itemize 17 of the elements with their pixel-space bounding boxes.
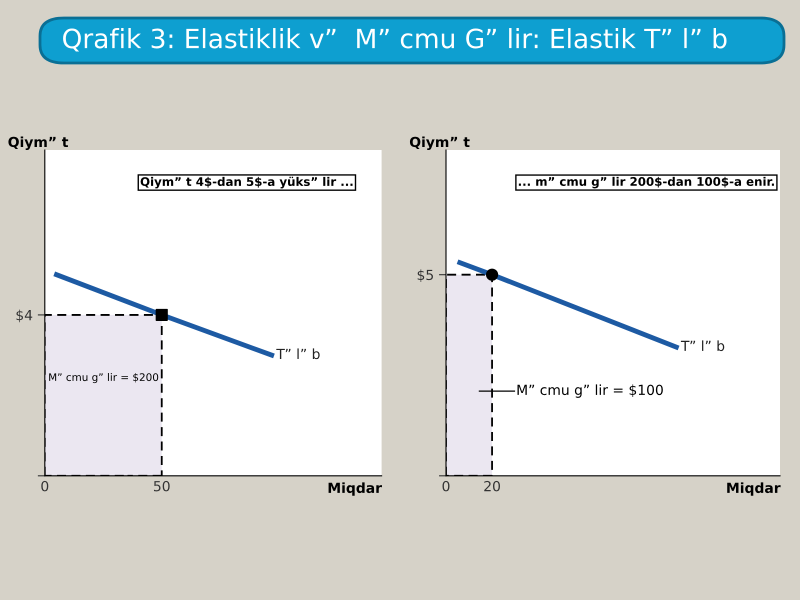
- x-tick-label: 0: [41, 480, 48, 492]
- y-axis-title: Qiym” t: [8, 136, 68, 150]
- annotation: ... m” cmu g” lir 200$-dan 100$-a enir.: [518, 176, 774, 188]
- annotation: M” cmu g” lir = $100: [518, 384, 663, 398]
- series-label: T” l” b: [276, 348, 320, 360]
- x-tick-label: 0: [442, 480, 450, 492]
- x-tick-label: 50: [154, 480, 170, 492]
- annotation: Qiym” t 4$-dan 5$-a yüks” lir ...: [140, 176, 353, 188]
- x-axis-title: Miqdar: [328, 482, 382, 496]
- y-tick-label: $4: [16, 310, 32, 322]
- y-tick-label: $5: [418, 269, 433, 282]
- x-tick-label: 20: [484, 480, 500, 492]
- y-axis-title: Qiym” t: [410, 136, 470, 150]
- annotation: M” cmu g” lir = $200: [49, 373, 158, 384]
- x-axis-title: Miqdar: [727, 482, 781, 496]
- chart-title: Qrafik 3: Elastiklik v” M” cmu G” lir: Elastik T” l” b: [63, 28, 727, 52]
- series-label: T” l” b: [680, 340, 724, 352]
